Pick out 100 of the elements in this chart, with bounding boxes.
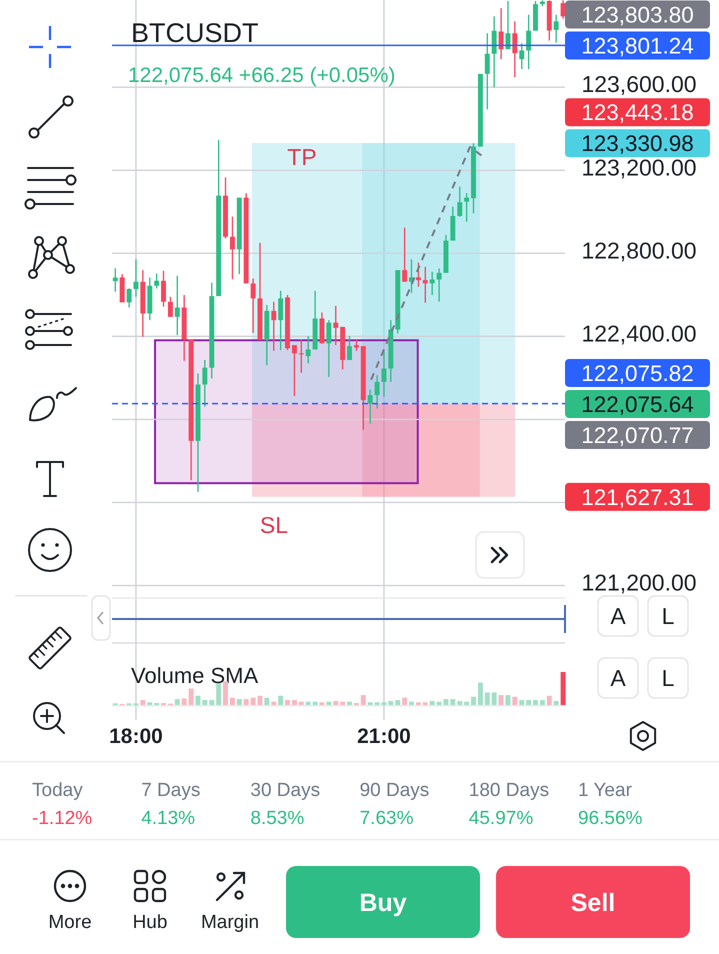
band-label: SL [260,512,288,538]
bar [264,698,270,705]
category-label: Today [32,780,84,801]
bar [236,699,242,705]
bar [319,702,324,705]
candlestick [112,268,118,292]
category-label: 90 Days [360,780,430,801]
category-label: 30 Days [250,780,320,801]
text: BTCUSDT [131,18,258,48]
text: 8.53% [250,808,304,829]
text: -1.12% [32,808,92,829]
bar [436,702,442,705]
candlestick [464,193,470,222]
candlestick [368,390,373,424]
bar [216,684,222,705]
candlestick [250,278,256,333]
y-tick-label: 123,200.00 [581,154,697,180]
text: Hub [132,912,168,933]
x-tick-label: 21:00 [357,725,411,748]
band-label: TP [287,144,317,170]
bar [416,702,421,705]
bar [271,702,276,705]
bar [140,700,146,705]
bar [174,699,180,705]
bar [450,699,456,705]
candlestick [436,268,442,302]
bar [298,702,304,705]
category-label: 1 Year [578,780,633,801]
bar [244,699,249,705]
bar [196,696,200,705]
bar [471,696,476,705]
chart-title: Volume SMA [131,663,258,688]
bar [395,700,400,705]
candlestick [326,320,332,377]
y-tick-label: 123,600.00 [581,71,697,98]
bar [457,701,462,705]
category-label: 7 Days [141,780,200,801]
bar [278,696,284,705]
bar [306,702,311,705]
bar [505,695,510,705]
candlestick [402,228,408,282]
bar [422,702,428,705]
bar [230,698,235,705]
candlestick [333,306,338,346]
bar [443,699,448,705]
bar [533,700,538,705]
text: Sell [570,889,616,917]
candlestick [306,336,311,364]
text: More [48,912,92,933]
text: 123,330.98 [581,131,694,156]
text: 122,070.77 [581,422,694,448]
bar [554,701,559,705]
bar [182,698,187,705]
candlestick [298,339,304,373]
bar [430,701,435,705]
text: Buy [359,889,407,917]
bar [498,695,504,705]
text: L [662,603,675,629]
bar [312,702,318,705]
candlestick [271,302,276,351]
bar [347,702,352,705]
bar [340,702,346,705]
bar [381,702,386,705]
category-label: 180 Days [468,780,550,801]
bar [512,696,518,705]
bar [188,688,194,705]
bar [333,701,338,705]
x-tick-label: 18:00 [109,725,163,748]
ref-line-label: 122,075.82 [581,360,694,386]
bar [402,698,408,705]
bar [560,672,566,705]
candlestick [174,276,180,336]
text: 122,075.64 +66.25 (+0.05%) [128,64,396,87]
bar [478,682,483,705]
candlestick [422,266,428,303]
text: L [662,665,675,691]
text: Margin [200,912,260,933]
bar [202,700,208,705]
bar [285,700,290,705]
y-tick-label: 122,400.00 [581,320,697,346]
bar [326,702,332,705]
bar [360,695,366,705]
bar [540,700,545,705]
bar [258,696,262,705]
text: 96.56% [578,808,642,829]
bar [409,702,414,705]
text: A [610,665,626,691]
bar [464,702,470,705]
bar [388,701,394,705]
text: 45.97% [468,808,534,829]
text: 4.13% [141,808,196,829]
candlestick [154,273,160,288]
text: 123,803.80 [581,2,694,28]
y-tick-label: 122,800.00 [581,237,697,264]
bar [374,702,380,705]
candlestick [484,33,490,110]
text: A [610,603,626,629]
bar [209,700,214,705]
bar [546,696,552,705]
bar [519,700,524,705]
